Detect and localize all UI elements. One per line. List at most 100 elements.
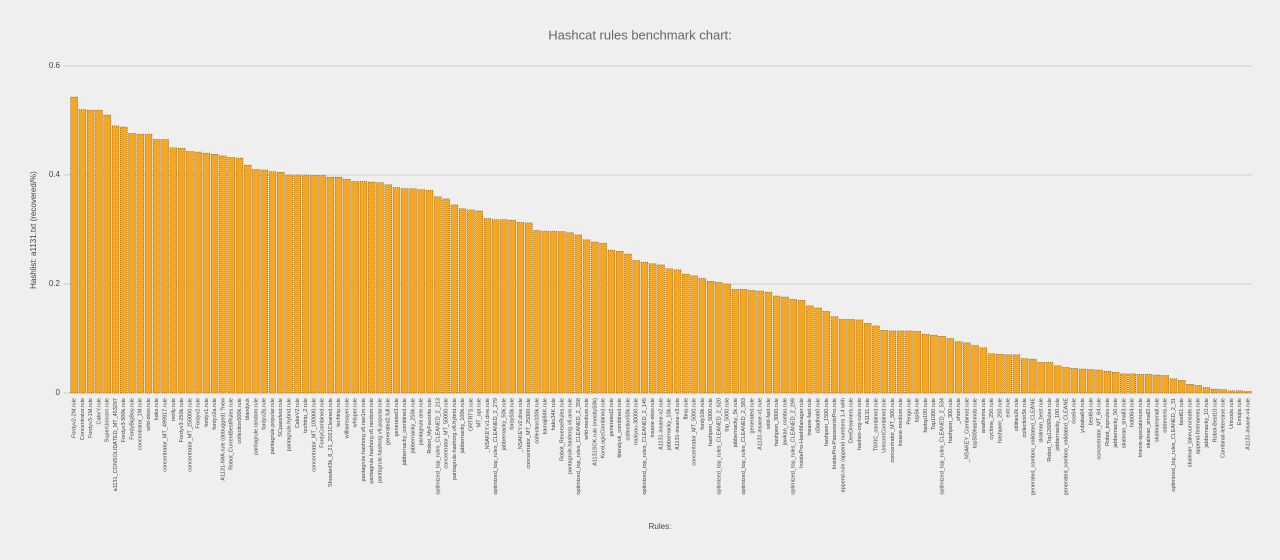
x-tick-label: hashpwn_3000.rule	[774, 398, 780, 446]
x-tick-label: concentrator_1M.rule	[138, 398, 144, 450]
bar	[954, 341, 963, 394]
x-tick-label: optimized_top_rules_CLEANED_2_213	[435, 398, 441, 495]
x-tick-label: oddevens.rule	[1163, 398, 1169, 433]
x-tick-label: skalman_takeuuronsafe.rule	[1187, 398, 1193, 467]
bar	[863, 322, 872, 394]
bar	[830, 316, 839, 394]
bar	[781, 296, 789, 394]
x-tick-label: concentrator_MT_500.rule	[890, 398, 896, 463]
bar	[673, 269, 682, 394]
bar	[161, 139, 169, 394]
bar	[1078, 368, 1087, 394]
x-tick-label: jabbernacky_10k.rule	[667, 398, 673, 451]
bar	[194, 151, 202, 394]
x-tick-label: A1131.rule	[865, 398, 871, 424]
x-tick-label: pantagrule.hashorg.v6.popular.rule	[377, 398, 383, 483]
x-tick-label: rise64.rule	[1072, 398, 1078, 424]
bar	[1045, 362, 1054, 394]
x-tick-label: generated_combos_validated_CLEANE	[1063, 398, 1069, 496]
x-tick-label: fordy10k.rule	[700, 398, 706, 430]
bar	[1012, 354, 1021, 394]
bar	[111, 125, 120, 394]
x-tick-label: fbnp.rule	[683, 398, 689, 419]
bar	[310, 175, 318, 394]
x-tick-label: hashpwn_5000.rule	[708, 398, 714, 446]
x-tick-label: fordyv1.rule	[204, 398, 210, 427]
x-tick-label: generated2.rule	[609, 398, 615, 437]
bar	[177, 147, 186, 394]
bar	[971, 345, 979, 394]
x-tick-label: insane-medium.rule	[898, 398, 904, 446]
bar	[690, 275, 698, 394]
bar	[1211, 388, 1219, 394]
bar	[1144, 374, 1153, 394]
bar	[789, 298, 798, 394]
bar	[1070, 368, 1079, 394]
x-tick-label: jabbernacky_50.rule	[1113, 398, 1119, 449]
bar	[682, 273, 690, 394]
x-tick-label: pantagrule.hashorg.v6.random.rule	[369, 398, 375, 484]
x-tick-label: collection100k.rule	[534, 398, 540, 444]
x-tick-label: collection500k.rule	[237, 398, 243, 444]
x-tick-label: jabbernacky_50k.rule	[501, 398, 507, 451]
bar	[442, 198, 450, 394]
x-tick-label: append.rule (append numbers 1-4 with	[840, 398, 846, 492]
bar	[367, 181, 376, 394]
x-tick-label: techtrip_2.rule	[303, 398, 309, 433]
x-tick-label: Fordyv3-500k.rule	[121, 398, 127, 442]
bar	[1120, 373, 1128, 394]
bar	[202, 152, 211, 394]
bar	[797, 300, 806, 394]
x-tick-label: KoreLogicCombined.rule	[601, 398, 607, 459]
x-tick-label: optimized_top_rules_CLEANED_2_534	[939, 398, 945, 495]
bar	[739, 289, 748, 394]
x-tick-label: Combinat-lettercase.rule	[1221, 398, 1227, 458]
x-tick-label: ORTRTS.rule	[468, 398, 474, 431]
bar	[549, 230, 558, 394]
x-tick-label: fastsp100.rule	[923, 398, 929, 433]
x-tick-label: Concentrator.rule	[80, 398, 86, 440]
bar	[913, 331, 922, 394]
bar	[243, 164, 252, 394]
x-tick-label: williamsayer.rule	[344, 398, 350, 439]
x-tick-label: CakeV2.rule	[295, 398, 301, 428]
x-tick-label: A1131-IWA.rule (debugged) ?new	[220, 398, 226, 481]
bar	[334, 176, 343, 394]
x-tick-label: pantagrule.hashorg.v6.raw1m.rule	[361, 398, 367, 481]
x-tick-label: _short.rule	[956, 398, 962, 425]
x-tick-label: skalman_best.rule	[1039, 398, 1045, 443]
bar	[1004, 354, 1012, 394]
x-tick-label: _NSAKEY_Combined.rule	[964, 398, 970, 463]
bar	[987, 353, 996, 394]
bar	[1095, 369, 1103, 394]
bar	[128, 133, 136, 394]
bar	[136, 133, 145, 394]
bar	[235, 157, 244, 394]
x-tick-label: collection50k.rule	[625, 398, 631, 441]
x-tick-label: optimized_top_rules_CLEANED_2_299	[791, 398, 797, 495]
bar	[483, 218, 492, 394]
bar	[847, 319, 855, 394]
x-tick-label: _NSAKEY.v1.dive.rule	[485, 398, 491, 453]
x-tick-label: Fordyv3-250k.rule	[179, 398, 185, 442]
bar	[1020, 358, 1029, 394]
x-tick-label: d3adhob0.rule	[816, 398, 822, 433]
x-tick-label: Pengo.rule	[906, 398, 912, 425]
x-tick-label: Fordyv2-2M.rule	[72, 398, 78, 438]
x-tick-label: top5k.rule	[915, 398, 921, 422]
x-tick-label: hashpwn_1500.rule	[824, 398, 830, 446]
bar	[153, 139, 161, 394]
x-tick-label: extr.rule	[1006, 398, 1012, 418]
x-tick-label: Robot_CurrentBestRules.rule	[229, 398, 235, 470]
bar	[632, 260, 640, 394]
bar	[343, 179, 351, 394]
bar	[657, 264, 665, 394]
x-tick-label: pantagrule.hybrid.rule	[286, 398, 292, 451]
x-tick-label: Showterl3k_8_21_2021Cleaned.rule	[328, 398, 334, 487]
x-tick-label: optimized_top_rules_CLEANED_2_279	[493, 398, 499, 495]
bar	[1029, 358, 1037, 394]
x-tick-label: InsidePro-PasswordsPro.rule	[832, 398, 838, 469]
x-tick-label: skalman_small2.rule	[1146, 398, 1152, 448]
bar	[921, 333, 930, 394]
